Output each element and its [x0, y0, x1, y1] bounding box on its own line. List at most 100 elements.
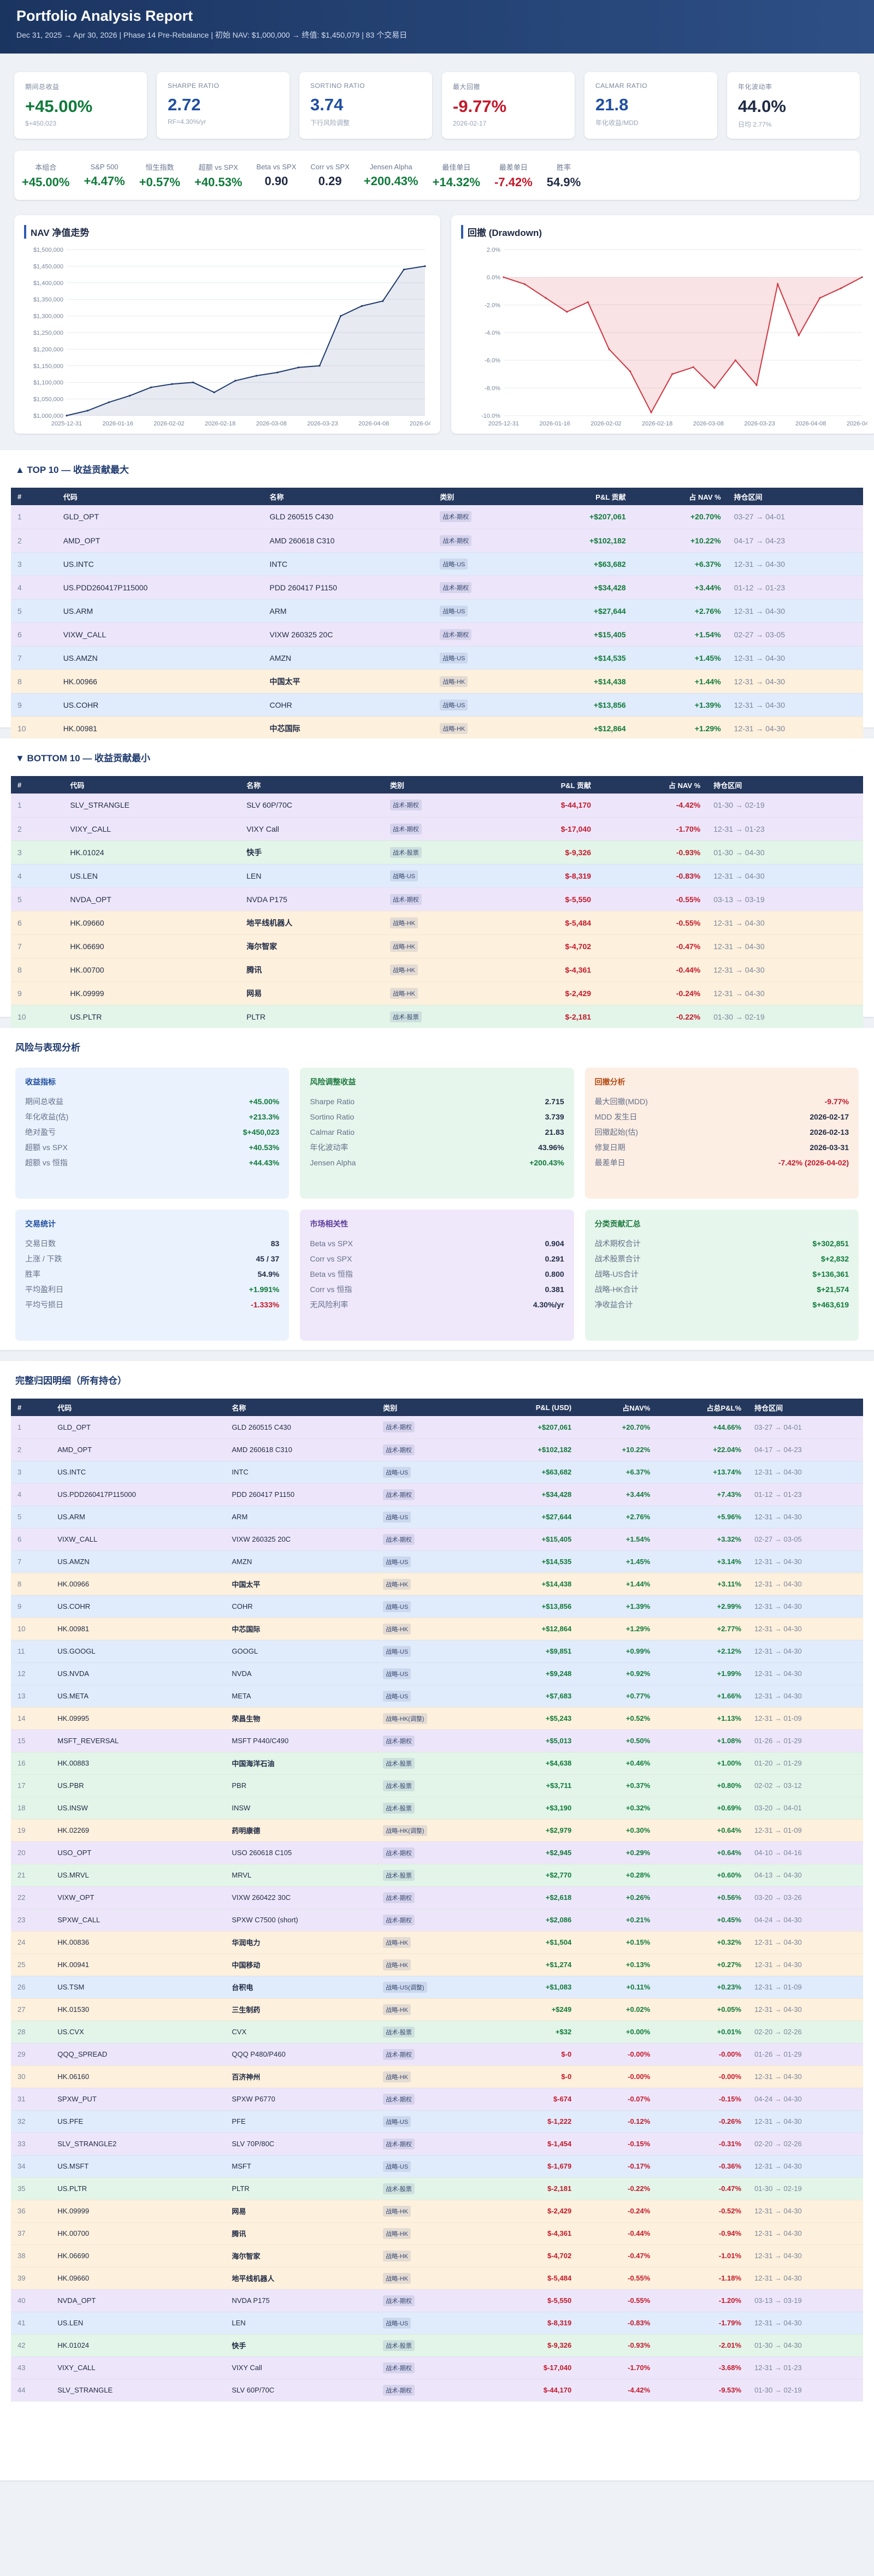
- risk-label: 胜率: [25, 1270, 40, 1278]
- cell-pct: +2.76%: [578, 1506, 657, 1529]
- cell-name: AMZN: [225, 1550, 377, 1573]
- category-tag: 战略-HK: [390, 987, 418, 999]
- cell-name: 地平线机器人: [225, 2267, 377, 2290]
- data-point: [798, 334, 800, 336]
- cell-pct: -0.22%: [578, 2177, 657, 2200]
- cell-cat: 战略-US: [383, 864, 492, 888]
- category-tag: 战术-期权: [383, 1847, 415, 1858]
- cell-period: 12-31 → 04-30: [748, 1998, 863, 2021]
- full-attribution-section: 完整归因明细（所有持仓） # 代码 名称 类别 P&L (USD) 占NAV% 占总P&L%…: [0, 1361, 874, 2480]
- stat-value: 54.9%: [546, 175, 581, 189]
- cell-cat: 战略-HK: [383, 981, 492, 1005]
- category-tag: 战略-HK: [383, 1578, 411, 1590]
- kpi-value: 44.0%: [738, 97, 786, 116]
- kpi-value: -9.77%: [453, 97, 507, 116]
- column-header: 占总P&L%: [706, 1404, 742, 1412]
- cell-pnl: $-0: [485, 2043, 578, 2066]
- stat-value: 0.90: [264, 174, 288, 188]
- page-subtitle: Dec 31, 2025 → Apr 30, 2026 | Phase 14 P…: [16, 31, 408, 39]
- cell-code: MSFT_REVERSAL: [51, 1730, 226, 1752]
- drawdown-chart-title: 回撤 (Drawdown): [461, 225, 867, 239]
- cell-period: 04-10 → 04-16: [748, 1841, 863, 1864]
- table-row: 5 US.ARM ARM 战略-US +$27,644 +2.76% +5.96% 12-31…: [11, 1506, 863, 1529]
- stat-item: 胜率 54.9%: [547, 162, 595, 190]
- data-point: [713, 387, 716, 389]
- cell-period: 12-31 → 04-30: [748, 1461, 863, 1484]
- cell-name: ARM: [225, 1506, 377, 1529]
- risk-row: Corr vs 恒指 0.381: [310, 1282, 564, 1297]
- cell-n: 41: [11, 2312, 51, 2335]
- cell-code: US.INTC: [51, 1461, 226, 1484]
- cell-pct: +3.44%: [578, 1483, 657, 1506]
- cell-period: 12-31 → 04-30: [748, 2222, 863, 2245]
- data-point: [318, 365, 321, 367]
- cell-period: 12-31 → 04-30: [727, 552, 863, 576]
- risk-label: 战术股票合计: [594, 1254, 641, 1263]
- stat-item: 恒生指数 +0.57%: [139, 162, 194, 190]
- cell-code: US.COHR: [51, 1595, 226, 1618]
- cell-pct: -0.12%: [578, 2110, 657, 2133]
- y-tick-label: $1,250,000: [33, 330, 63, 336]
- cell-code: US.ARM: [56, 599, 263, 623]
- cell-name: LEN: [225, 2312, 377, 2335]
- risk-label: 修复日期: [594, 1143, 625, 1152]
- cell-cat: 战略-US: [433, 552, 528, 576]
- cell-period: 01-20 → 01-29: [748, 1752, 863, 1775]
- table-row: 41 US.LEN LEN 战略-US $-8,319 -0.83% -1.79% 12-31…: [11, 2312, 863, 2335]
- data-point: [755, 384, 758, 386]
- cell-cat: 战术-股票: [376, 2334, 485, 2357]
- cell-cat: 战术-期权: [376, 1438, 485, 1461]
- table-row: 34 US.MSFT MSFT 战略-US $-1,679 -0.17% -0.36% 12-…: [11, 2155, 863, 2178]
- category-tag: 战略-US: [440, 558, 468, 570]
- cell-code: US.TSM: [51, 1976, 226, 1999]
- cell-pnl: +$1,504: [485, 1931, 578, 1954]
- cell-tot: +22.04%: [657, 1438, 748, 1461]
- kpi-card: 年化波动率 44.0% 日均 2.77%: [727, 72, 860, 139]
- category-tag: 战术-股票: [383, 1780, 415, 1791]
- risk-row: 无风险利率 4.30%/yr: [310, 1297, 564, 1312]
- x-tick-label: 2026-01-16: [540, 421, 570, 427]
- table-row: 16 HK.00883 中国海洋石油 战术-股票 +$4,638 +0.46% +1.00%…: [11, 1752, 863, 1775]
- cell-cat: 战略-US: [433, 646, 528, 670]
- cell-name: PDD 260417 P1150: [263, 576, 434, 600]
- kpi-cards: 期间总收益 +45.00% $+450,023 SHARPE RATIO 2.72 RF=…: [0, 54, 874, 139]
- table-row: 7 HK.06690 海尔智家 战略-HK $-4,702 -0.47% 12-31 → 0…: [11, 934, 863, 958]
- stat-value: +45.00%: [22, 175, 70, 189]
- table-row: 29 QQQ_SPREAD QQQ P480/P460 战术-期权 $-0 -0.00% -…: [11, 2043, 863, 2066]
- risk-value: +45.00%: [249, 1097, 280, 1106]
- cell-n: 1: [11, 793, 64, 818]
- cell-period: 12-31 → 04-30: [748, 1685, 863, 1708]
- data-point: [86, 410, 89, 412]
- cell-code: SLV_STRANGLE: [63, 793, 240, 818]
- category-tag: 战略-HK: [390, 940, 418, 952]
- category-tag: 战略-US: [440, 699, 468, 710]
- column-header: 类别: [383, 1404, 398, 1412]
- risk-value: 2.715: [545, 1097, 564, 1106]
- cell-tot: -0.00%: [657, 2043, 748, 2066]
- cell-n: 36: [11, 2200, 51, 2223]
- cell-n: 7: [11, 934, 64, 958]
- cell-code: US.PLTR: [63, 1005, 240, 1029]
- kpi-card: CALMAR RATIO 21.8 年化收益/MDD: [584, 72, 717, 139]
- table-row: 2 AMD_OPT AMD 260618 C310 战术-期权 +$102,182 +10…: [11, 529, 863, 553]
- cell-n: 3: [11, 552, 57, 576]
- x-tick-label: 2026-04-23: [410, 421, 430, 427]
- category-tag: 战略-US: [390, 870, 418, 881]
- cell-name: PLTR: [240, 1005, 384, 1029]
- cell-pnl: +$2,979: [485, 1819, 578, 1842]
- category-tag: 战略-HK: [383, 2205, 411, 2217]
- stat-item: Corr vs SPX 0.29: [310, 163, 364, 188]
- cell-cat: 战术-股票: [376, 1774, 485, 1797]
- cell-pct: -0.24%: [598, 981, 707, 1005]
- cell-pnl: +$14,438: [528, 670, 633, 694]
- y-tick-label: $1,100,000: [33, 380, 63, 386]
- risk-value: $+21,574: [817, 1285, 849, 1294]
- cell-tot: +2.99%: [657, 1595, 748, 1618]
- cell-pct: +0.52%: [578, 1707, 657, 1730]
- category-tag: 战略-US(调整): [383, 1981, 427, 1993]
- cell-period: 12-31 → 04-30: [748, 1550, 863, 1573]
- cell-pnl: $-17,040: [485, 2356, 578, 2379]
- category-tag: 战略-HK: [383, 1959, 411, 1970]
- cell-tot: +0.64%: [657, 1819, 748, 1842]
- cell-n: 26: [11, 1976, 51, 1999]
